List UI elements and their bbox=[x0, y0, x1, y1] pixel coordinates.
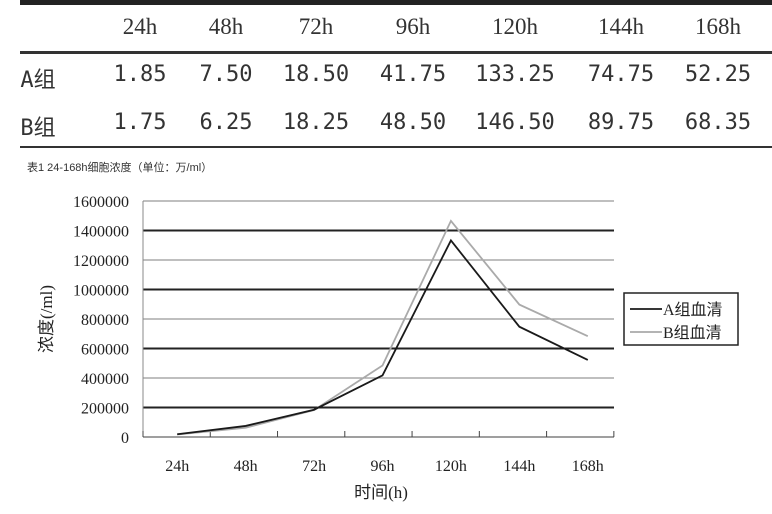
y-tick-label: 200000 bbox=[81, 401, 129, 418]
table-cell: 18.50 bbox=[282, 62, 350, 87]
table-cell: 1.75 bbox=[113, 110, 167, 135]
x-tick-label: 96h bbox=[371, 458, 395, 475]
legend-label: A组血清 bbox=[663, 301, 723, 319]
x-axis-label: 时间(h) bbox=[354, 483, 408, 502]
column-header: 144h bbox=[598, 14, 644, 39]
table-cell: 6.25 bbox=[199, 110, 253, 135]
table-cell: 7.50 bbox=[199, 62, 253, 87]
table-cell: 48.50 bbox=[379, 110, 447, 135]
x-tick-label: 168h bbox=[572, 458, 604, 475]
table-cell: 133.25 bbox=[475, 62, 555, 87]
header-rule bbox=[20, 51, 772, 54]
y-tick-label: 1200000 bbox=[73, 253, 129, 270]
column-header: 168h bbox=[695, 14, 741, 39]
table-top-rule bbox=[20, 0, 772, 5]
y-axis-label: 浓度(/ml) bbox=[37, 285, 56, 353]
table-cell: 74.75 bbox=[587, 62, 655, 87]
series-line-0 bbox=[177, 238, 589, 436]
column-header: 120h bbox=[492, 14, 538, 39]
table-cell: 89.75 bbox=[587, 110, 655, 135]
line-chart: 0 200000 400000 600000 800000 1000000 1200000 1… bbox=[37, 194, 739, 502]
table-cell: 18.25 bbox=[282, 110, 350, 135]
x-tick-label: 120h bbox=[435, 458, 467, 475]
y-tick-label: 0 bbox=[121, 430, 129, 447]
row-label: B组 bbox=[20, 116, 56, 141]
x-tick-label: 48h bbox=[234, 458, 258, 475]
x-tick-label: 24h bbox=[165, 458, 189, 475]
table-cell: 68.35 bbox=[684, 110, 752, 135]
table-bottom-rule bbox=[20, 146, 772, 148]
column-header: 48h bbox=[208, 14, 244, 39]
x-tick-label: 72h bbox=[302, 458, 326, 475]
column-header: 72h bbox=[298, 14, 334, 39]
y-tick-label: 400000 bbox=[81, 371, 129, 388]
table-cell: 52.25 bbox=[684, 62, 752, 87]
x-tick-label: 144h bbox=[503, 458, 535, 475]
legend-box bbox=[623, 292, 739, 346]
y-tick-label: 600000 bbox=[81, 342, 129, 359]
table-caption: 表1 24-168h细胞浓度（单位：万/ml） bbox=[27, 162, 213, 174]
column-header: 96h bbox=[395, 14, 431, 39]
series-line-1 bbox=[177, 219, 589, 436]
y-tick-label: 800000 bbox=[81, 312, 129, 329]
table-cell: 1.85 bbox=[113, 62, 167, 87]
legend-label: B组血清 bbox=[663, 324, 722, 342]
y-tick-label: 1600000 bbox=[73, 194, 129, 211]
row-label: A组 bbox=[20, 68, 56, 93]
table-cell: 41.75 bbox=[379, 62, 447, 87]
y-tick-label: 1400000 bbox=[73, 224, 129, 241]
table-cell: 146.50 bbox=[475, 110, 555, 135]
y-tick-label: 1000000 bbox=[73, 283, 129, 300]
column-header: 24h bbox=[122, 14, 158, 39]
